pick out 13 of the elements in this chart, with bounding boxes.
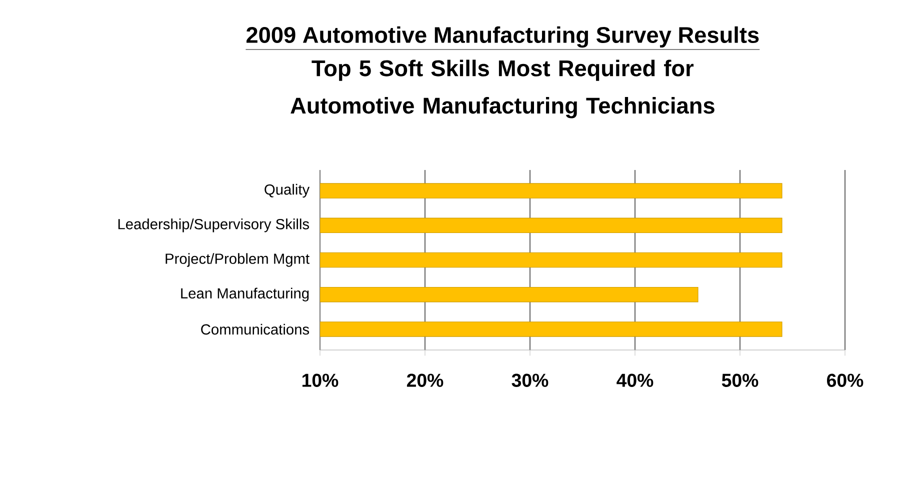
x-tick-label: 50% bbox=[722, 374, 758, 387]
chart-subtitle: Top 5 Soft Skills Most Required for Automotive Manufacturing Technicians bbox=[290, 60, 714, 118]
chart-title: 2009 Automotive Manufacturing Survey Results bbox=[246, 26, 759, 48]
y-tick-label: Lean Manufacturing bbox=[181, 288, 309, 302]
x-tick-label: 30% bbox=[512, 374, 548, 387]
x-tick-label: 20% bbox=[406, 374, 444, 387]
x-tick-label: 40% bbox=[616, 374, 654, 387]
x-tick-label: 10% bbox=[302, 374, 338, 387]
y-tick-label: Communications bbox=[201, 324, 310, 335]
x-tick-label: 60% bbox=[827, 374, 864, 387]
y-tick-label: Project/Problem Mgmt bbox=[166, 253, 310, 267]
y-tick-label: Leadership/Supervisory Skills bbox=[118, 218, 310, 232]
y-tick-label: Quality bbox=[264, 184, 310, 198]
